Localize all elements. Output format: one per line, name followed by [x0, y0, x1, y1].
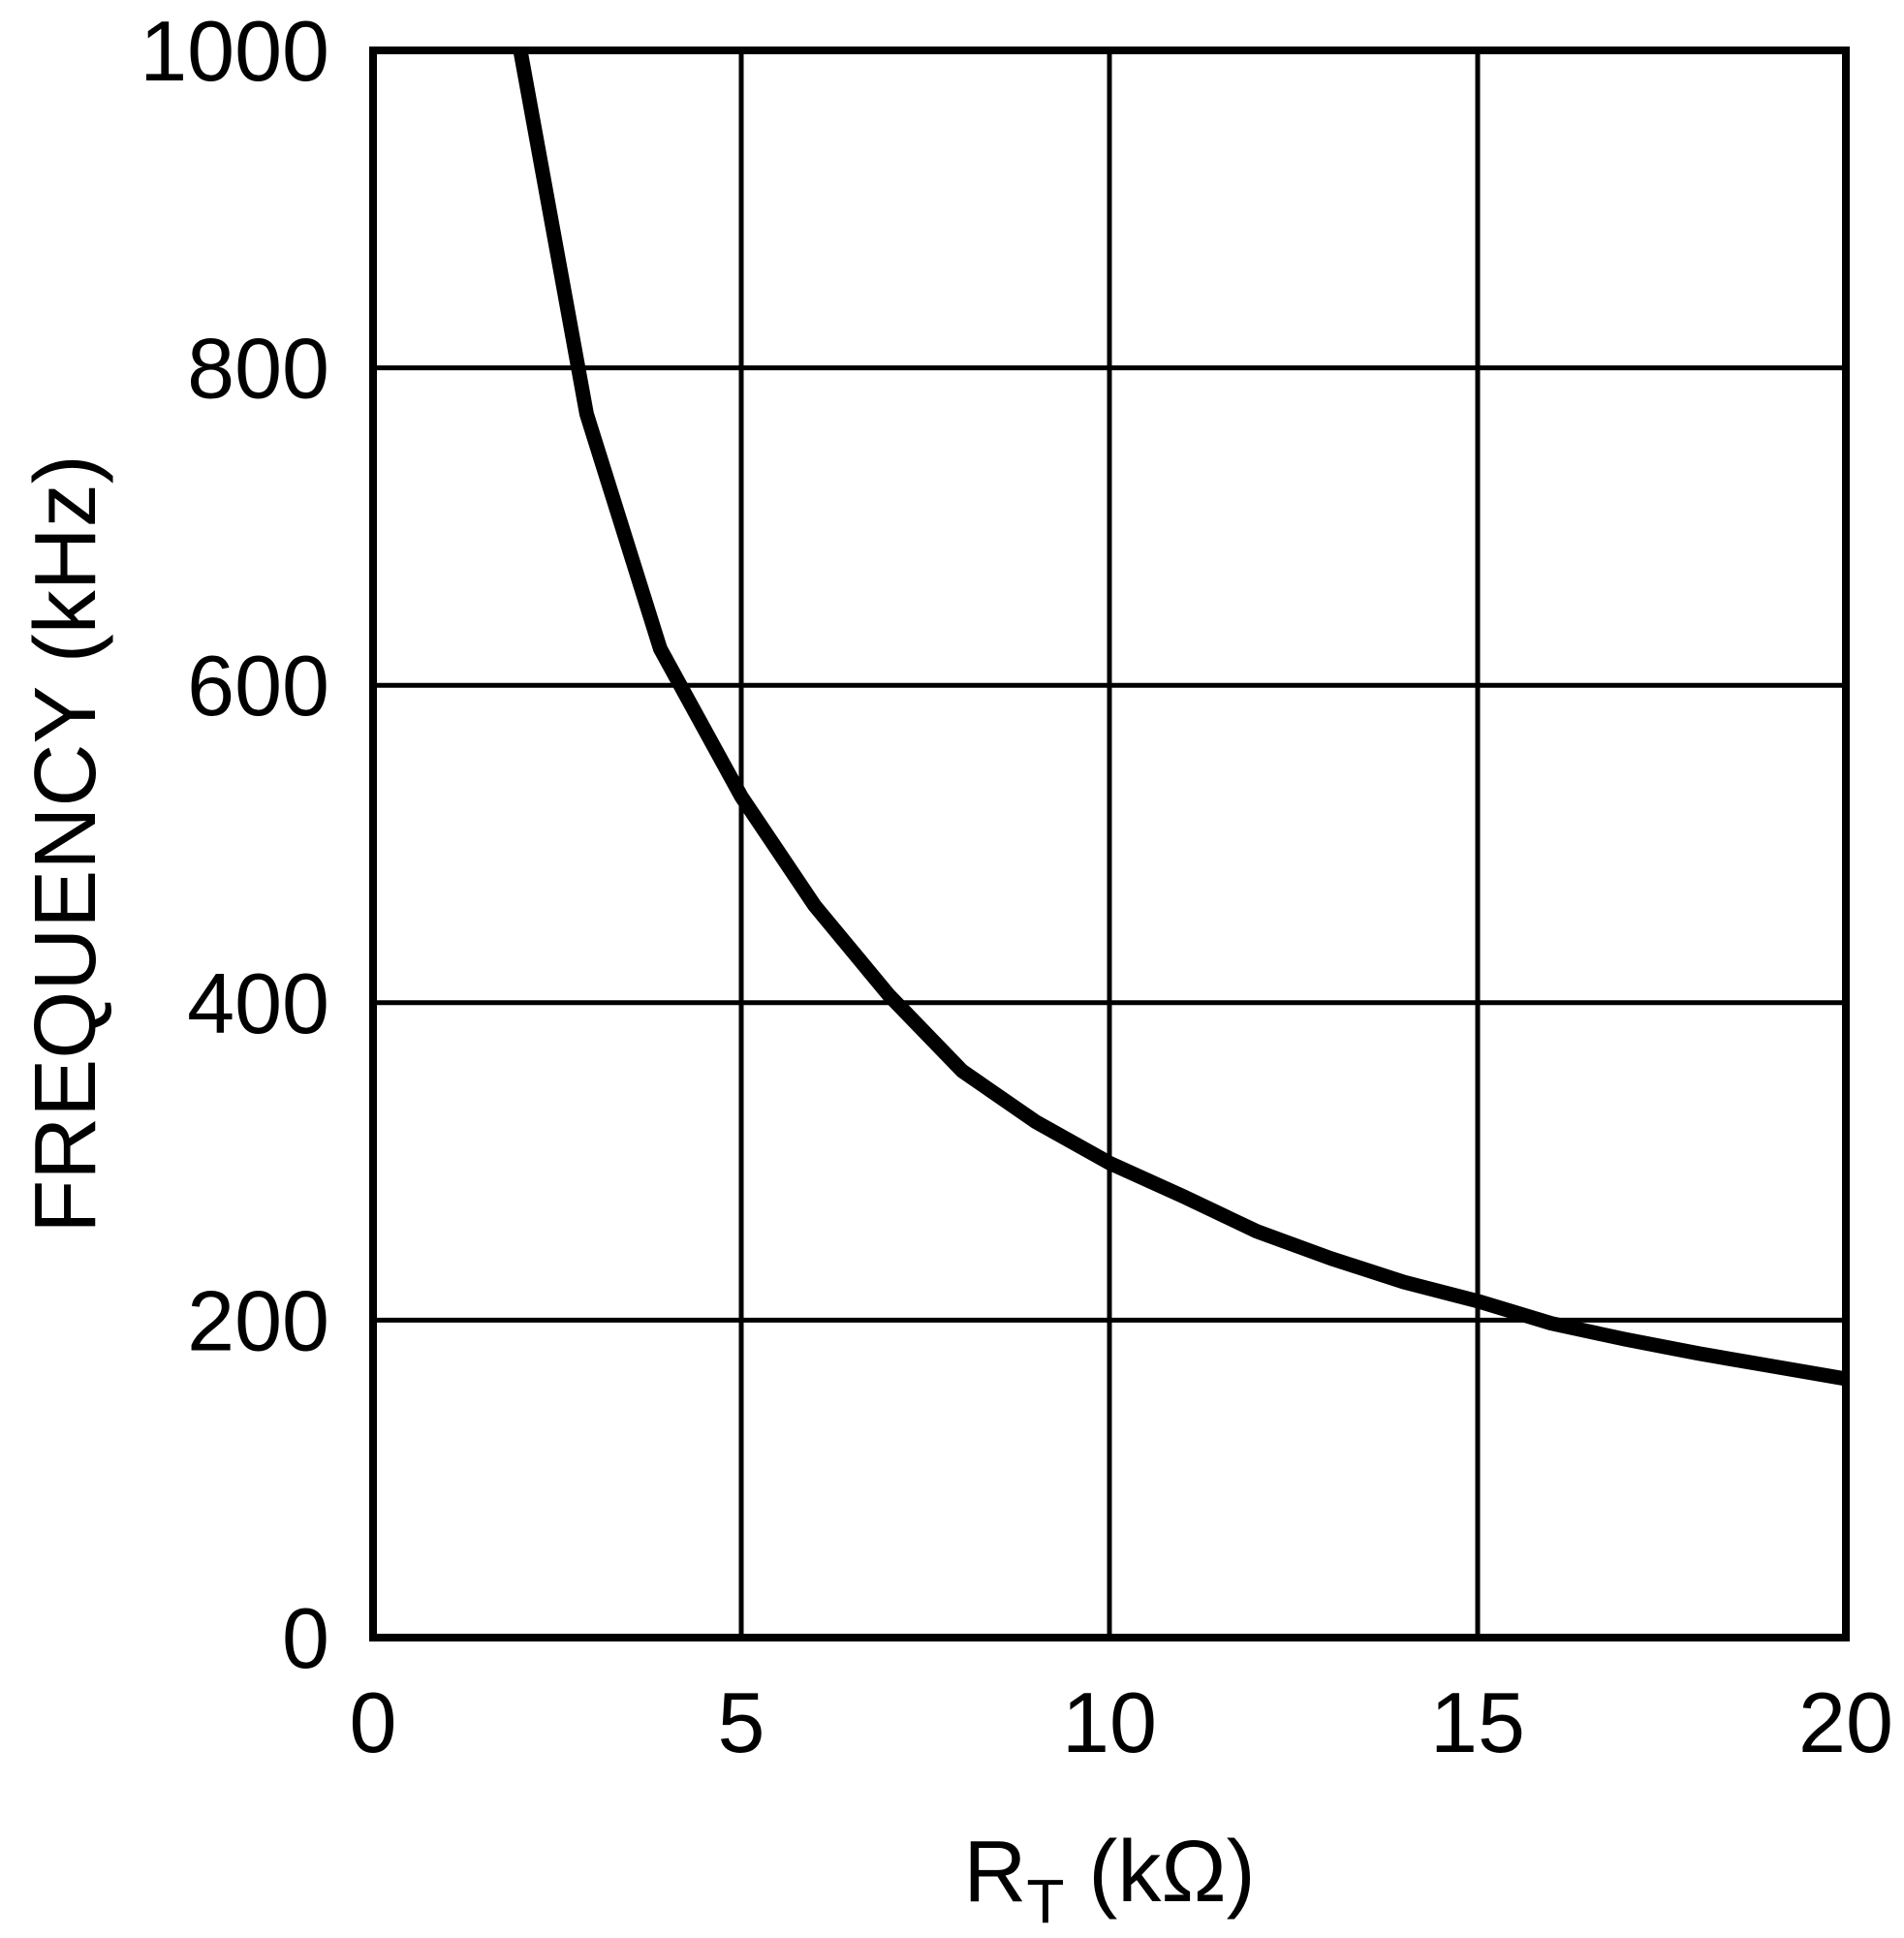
frequency-curve [513, 48, 1848, 1387]
x-axis-tick-labels: 0 5 10 15 20 [350, 1674, 1893, 1770]
x-axis-title-subscript: T [1026, 1866, 1064, 1936]
x-tick-label: 15 [1430, 1674, 1525, 1770]
y-axis-tick-labels: 0 200 400 600 800 1000 [140, 3, 329, 1686]
plot-area-border [369, 47, 1850, 1641]
y-tick-label: 1000 [140, 3, 329, 99]
gridlines [373, 50, 1846, 1638]
x-tick-label: 20 [1798, 1674, 1893, 1770]
y-tick-label: 200 [187, 1272, 329, 1368]
x-tick-label: 0 [350, 1674, 397, 1770]
y-tick-label: 400 [187, 955, 329, 1051]
x-axis-title: RT (kΩ) [963, 1824, 1255, 1936]
y-tick-label: 0 [282, 1590, 329, 1686]
y-tick-label: 800 [187, 321, 329, 417]
y-tick-label: 600 [187, 638, 329, 734]
data-series [513, 48, 1848, 1387]
x-axis-title-main: R [963, 1824, 1026, 1921]
x-axis-title-unit: (kΩ) [1064, 1824, 1255, 1921]
x-tick-label: 10 [1062, 1674, 1157, 1770]
y-axis-title: FREQUENCY (kHz) [17, 454, 114, 1233]
x-tick-label: 5 [718, 1674, 765, 1770]
